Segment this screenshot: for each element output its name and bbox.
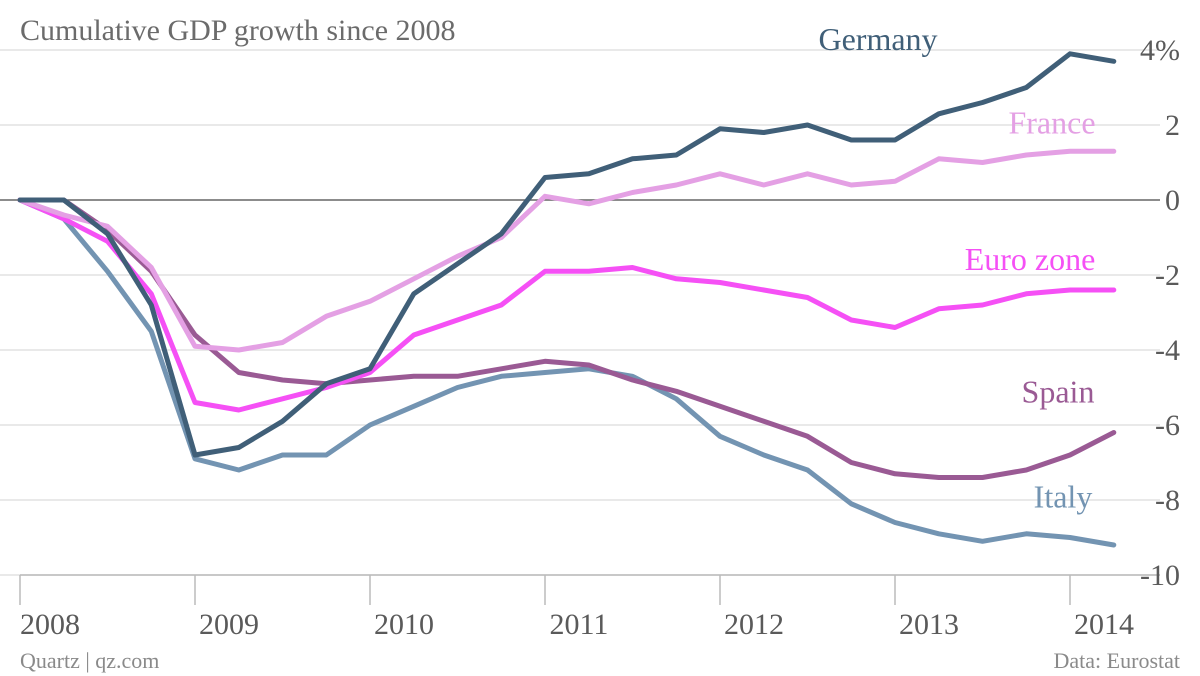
series-line-euro-zone bbox=[17, 197, 1117, 413]
x-tick-label: 2012 bbox=[724, 608, 784, 641]
data-source: Data: Eurostat bbox=[1054, 648, 1180, 673]
y-tick-label: -10 bbox=[1140, 559, 1180, 592]
y-tick-label: 4% bbox=[1140, 34, 1180, 67]
grid-lines bbox=[0, 49, 1160, 605]
y-tick-label: -2 bbox=[1155, 259, 1180, 292]
x-tick-label: 2010 bbox=[374, 608, 434, 641]
x-tick-label: 2011 bbox=[550, 608, 609, 641]
y-tick-label: 2 bbox=[1165, 109, 1180, 142]
series-line-italy bbox=[17, 197, 1117, 548]
series-label-spain: Spain bbox=[1022, 374, 1095, 410]
series-line-france bbox=[17, 148, 1117, 353]
source-credit: Quartz | qz.com bbox=[20, 648, 159, 673]
x-tick-labels: 2008 2009 2010 2011 2012 2013 2014 bbox=[20, 608, 1134, 641]
y-tick-label: 0 bbox=[1165, 184, 1180, 217]
y-tick-label: -6 bbox=[1155, 409, 1180, 442]
y-tick-label: -4 bbox=[1155, 334, 1180, 367]
series-label-italy: Italy bbox=[1034, 479, 1093, 515]
series-line-germany bbox=[17, 51, 1117, 458]
x-tick-label: 2014 bbox=[1074, 608, 1134, 641]
x-tick-label: 2009 bbox=[199, 608, 259, 641]
x-tick-label: 2008 bbox=[20, 608, 80, 641]
series-line-spain bbox=[17, 197, 1117, 480]
y-tick-labels: 4% 2 0 -2 -4 -6 -8 -10 bbox=[1140, 34, 1180, 592]
chart-title: Cumulative GDP growth since 2008 bbox=[20, 14, 456, 47]
series-label-euro-zone: Euro zone bbox=[965, 241, 1096, 277]
series-lines bbox=[17, 51, 1117, 548]
series-label-germany: Germany bbox=[818, 21, 937, 57]
series-label-france: France bbox=[1008, 104, 1095, 140]
x-tick-label: 2013 bbox=[899, 608, 959, 641]
series-labels: Germany France Euro zone Spain Italy bbox=[818, 21, 1095, 515]
y-tick-label: -8 bbox=[1155, 484, 1180, 517]
